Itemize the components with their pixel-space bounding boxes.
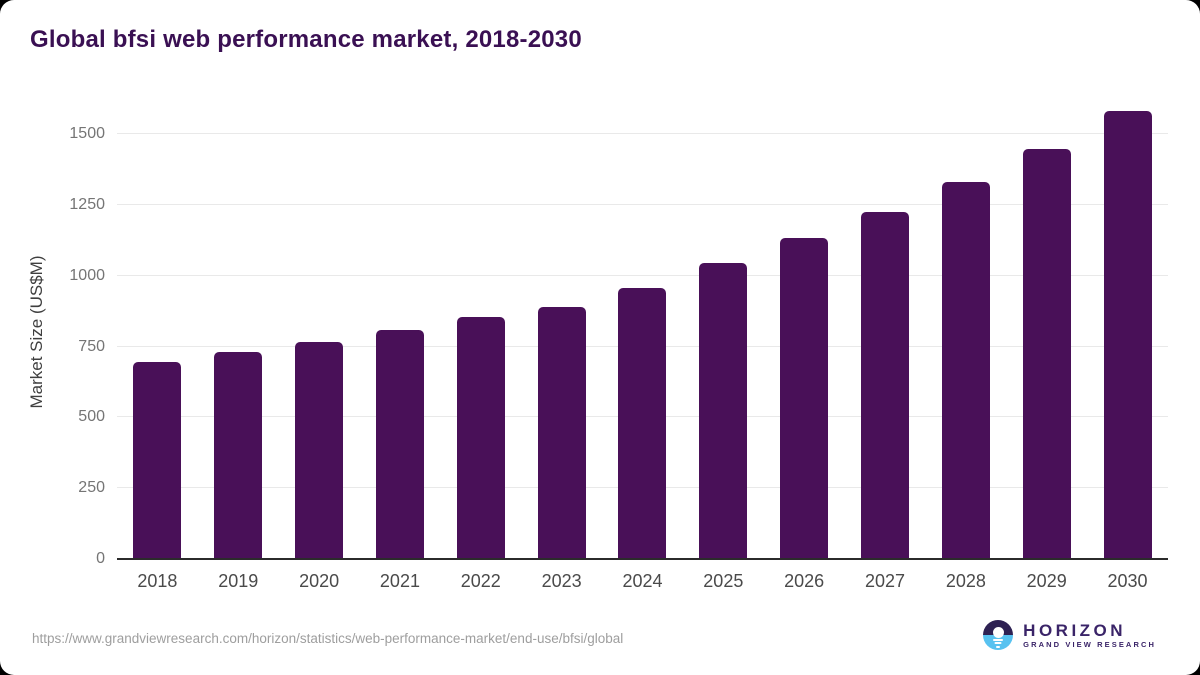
bar-series [117, 100, 1168, 559]
x-tick-2025: 2025 [703, 571, 744, 591]
x-tick-2021: 2021 [379, 571, 420, 591]
x-tick-2018: 2018 [137, 571, 178, 591]
bar-slot-2020 [279, 100, 360, 559]
bar-slot-2027 [845, 100, 926, 559]
x-tick-2030: 2030 [1107, 571, 1148, 591]
reflection-dash-icon [993, 638, 1004, 641]
bar-slot-2030 [1087, 100, 1168, 559]
y-tick-250: 250 [78, 479, 105, 497]
reflection-dash-icon [996, 645, 1001, 648]
y-tick-500: 500 [78, 408, 105, 426]
gridline-1000 [117, 274, 1168, 276]
y-tick-1000: 1000 [69, 266, 105, 284]
horizon-logo-icon [983, 620, 1014, 650]
bar-2028 [941, 181, 990, 559]
x-tick-2024: 2024 [622, 571, 663, 591]
gridline-1500 [117, 133, 1168, 134]
bar-2030 [1103, 111, 1152, 559]
logo-text: HORIZON GRAND VIEW RESEARCH [1023, 621, 1156, 649]
x-tick-2023: 2023 [541, 571, 582, 591]
bar-slot-2028 [925, 100, 1006, 559]
y-tick-1250: 1250 [69, 195, 105, 213]
logo-name: HORIZON [1023, 621, 1127, 640]
x-tick-2022: 2022 [460, 571, 501, 591]
y-tick-1500: 1500 [69, 125, 105, 142]
bar-2020 [295, 341, 344, 559]
x-tick-2020: 2020 [299, 571, 340, 591]
bar-2021 [375, 330, 424, 559]
bar-slot-2021 [360, 100, 441, 559]
logo-subtitle: GRAND VIEW RESEARCH [1023, 640, 1156, 649]
bar-slot-2025 [683, 100, 764, 559]
bar-2023 [537, 307, 586, 559]
bar-2026 [780, 237, 829, 559]
bar-slot-2022 [440, 100, 521, 559]
x-tick-2027: 2027 [864, 571, 906, 591]
page-title: Global bfsi web performance market, 2018… [30, 26, 582, 53]
y-tick-750: 750 [78, 337, 105, 355]
x-axis-tick-labels: 2018 2019 2020 2021 2022 2023 2024 2025 2026 2027… [117, 571, 1168, 592]
bar-2019 [214, 351, 263, 559]
bar-slot-2019 [198, 100, 279, 559]
x-axis-line [117, 558, 1168, 560]
bar-2025 [699, 262, 748, 559]
x-tick-2026: 2026 [784, 571, 825, 591]
bar-slot-2024 [602, 100, 683, 559]
bar-slot-2018 [117, 100, 198, 559]
bar-slot-2026 [764, 100, 845, 559]
bar-2027 [861, 211, 910, 559]
y-axis-tick-labels: 0 250 500 750 1000 1250 1500 [0, 100, 105, 567]
bar-slot-2023 [521, 100, 602, 559]
x-tick-2028: 2028 [945, 571, 986, 591]
bar-2029 [1022, 149, 1071, 559]
plot-area [117, 100, 1168, 560]
reflection-dash-icon [994, 642, 1002, 644]
bar-2018 [133, 362, 182, 559]
horizon-logo: HORIZON GRAND VIEW RESEARCH [983, 617, 1156, 653]
bar-2024 [618, 288, 667, 559]
sun-icon [992, 627, 1004, 638]
bar-2022 [456, 317, 505, 559]
bar-slot-2029 [1006, 100, 1087, 559]
gridline-1250 [117, 203, 1168, 205]
y-tick-0: 0 [96, 550, 105, 567]
x-tick-2019: 2019 [218, 571, 259, 591]
x-tick-2029: 2029 [1026, 571, 1067, 591]
source-url: https://www.grandviewresearch.com/horizo… [32, 631, 624, 646]
